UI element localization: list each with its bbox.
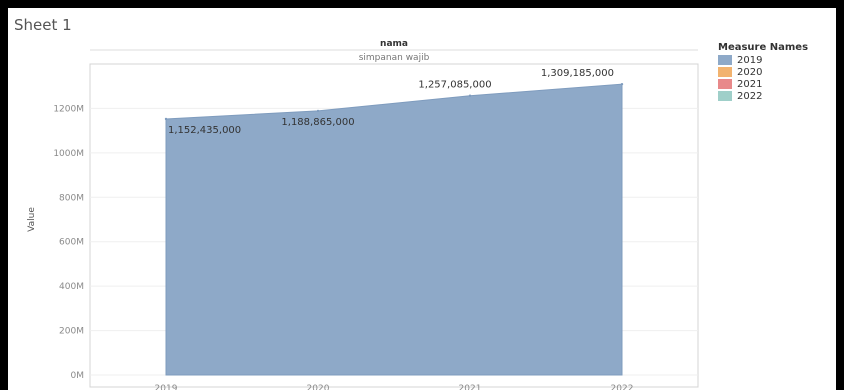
data-label: 1,188,865,000 bbox=[281, 117, 354, 128]
data-label: 1,309,185,000 bbox=[541, 68, 614, 79]
y-tick-label: 0M bbox=[71, 371, 85, 381]
y-tick-label: 600M bbox=[59, 238, 84, 248]
data-point bbox=[620, 82, 624, 86]
header-value-label: simpanan wajib bbox=[359, 53, 430, 63]
legend-swatch bbox=[718, 55, 732, 65]
legend-item-2022[interactable]: 2022 bbox=[718, 90, 808, 102]
legend-swatch bbox=[718, 91, 732, 101]
worksheet: Sheet 1 nama simpanan wajib 0M 200M 400M 600M… bbox=[8, 8, 836, 390]
x-tick-label: 2019 bbox=[155, 384, 178, 390]
legend-swatch bbox=[718, 79, 732, 89]
area-chart: nama simpanan wajib 0M 200M 400M 600M 800M 1000… bbox=[27, 39, 699, 390]
legend-item-2020[interactable]: 2020 bbox=[718, 66, 808, 78]
legend-item-2021[interactable]: 2021 bbox=[718, 78, 808, 90]
y-tick-label: 200M bbox=[59, 327, 84, 337]
legend-label: 2019 bbox=[737, 54, 763, 66]
legend-label: 2020 bbox=[737, 66, 763, 78]
y-axis-label: Value bbox=[27, 207, 37, 232]
data-label: 1,152,435,000 bbox=[168, 125, 241, 136]
y-tick-label: 1000M bbox=[53, 149, 84, 159]
x-tick-label: 2021 bbox=[459, 384, 482, 390]
legend: Measure Names 2019 2020 2021 2022 bbox=[718, 42, 808, 102]
data-label: 1,257,085,000 bbox=[418, 80, 491, 91]
data-point bbox=[164, 117, 168, 121]
plot-border bbox=[89, 63, 699, 388]
data-point bbox=[316, 109, 320, 113]
legend-label: 2021 bbox=[737, 78, 763, 90]
y-tick-label: 400M bbox=[59, 282, 84, 292]
x-tick-label: 2022 bbox=[611, 384, 634, 390]
legend-title: Measure Names bbox=[718, 42, 809, 53]
legend-label: 2022 bbox=[737, 90, 763, 102]
sheet-title: Sheet 1 bbox=[14, 16, 72, 34]
legend-swatch bbox=[718, 67, 732, 77]
x-tick-label: 2020 bbox=[307, 384, 330, 390]
data-point bbox=[468, 94, 472, 97]
header-field-label: nama bbox=[380, 39, 408, 49]
y-tick-label: 1200M bbox=[53, 104, 84, 114]
legend-item-2019[interactable]: 2019 bbox=[718, 54, 808, 66]
y-tick-label: 800M bbox=[59, 193, 84, 203]
